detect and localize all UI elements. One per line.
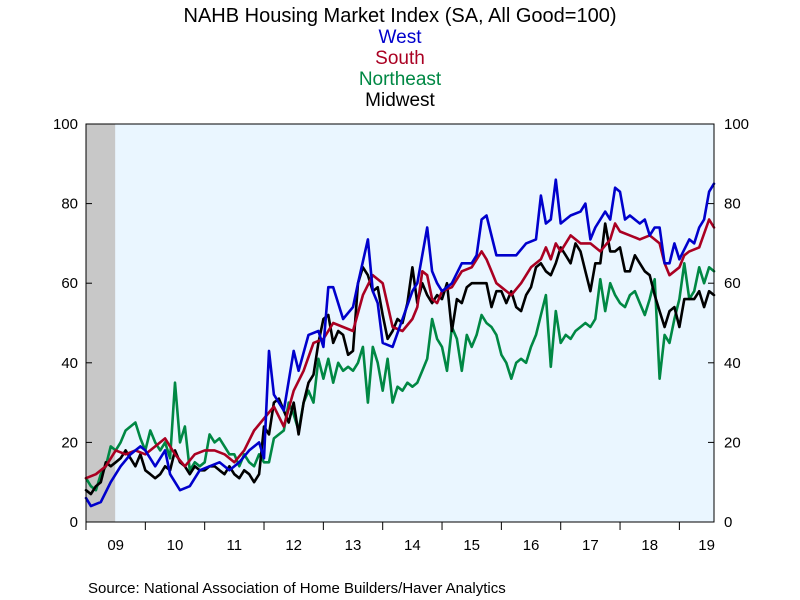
series-line-south [84, 218, 716, 480]
y-axis-left: 0 20 40 60 80 100 [53, 116, 92, 531]
x-tick-label: 12 [285, 537, 302, 554]
series-layer [84, 178, 716, 508]
source-note: Source: National Association of Home Bui… [88, 580, 506, 597]
y-tick-label-left: 40 [61, 355, 78, 372]
series-line-west [84, 178, 716, 508]
legend-entry-south: South [375, 48, 425, 69]
y-tick-label-right: 20 [724, 434, 741, 451]
y-tick-label-left: 100 [53, 116, 78, 133]
chart-title: NAHB Housing Market Index (SA, All Good=… [184, 5, 617, 27]
y-tick-label-right: 0 [724, 514, 732, 531]
x-axis: 09 10 11 12 13 14 15 16 17 18 19 [85, 522, 715, 554]
recession-shading [86, 124, 116, 522]
y-axis-right: 0 20 40 60 80 100 [708, 116, 749, 531]
y-tick-label-right: 60 [724, 275, 741, 292]
x-tick-label: 13 [345, 537, 362, 554]
series-line-northeast [84, 262, 716, 492]
legend-entry-northeast: Northeast [359, 69, 442, 90]
x-tick-label: 14 [404, 537, 421, 554]
x-tick-label: 18 [641, 537, 658, 554]
x-tick-label: 15 [463, 537, 480, 554]
x-tick-label: 17 [582, 537, 599, 554]
y-tick-label-right: 100 [724, 116, 749, 133]
y-tick-label-left: 0 [70, 514, 78, 531]
x-tick-label: 19 [698, 537, 715, 554]
x-tick-label: 16 [523, 537, 540, 554]
legend-entry-west: West [379, 27, 423, 48]
x-tick-label: 09 [107, 537, 124, 554]
y-tick-label-right: 80 [724, 196, 741, 213]
x-tick-label: 11 [227, 537, 243, 554]
y-tick-label-left: 20 [61, 434, 78, 451]
series-line-midwest [84, 222, 716, 496]
y-tick-label-left: 60 [61, 275, 78, 292]
legend-entry-midwest: Midwest [365, 90, 435, 111]
y-tick-label-right: 40 [724, 355, 741, 372]
plot-frame [85, 123, 715, 523]
x-tick-label: 10 [167, 537, 184, 554]
y-tick-label-left: 80 [61, 196, 78, 213]
